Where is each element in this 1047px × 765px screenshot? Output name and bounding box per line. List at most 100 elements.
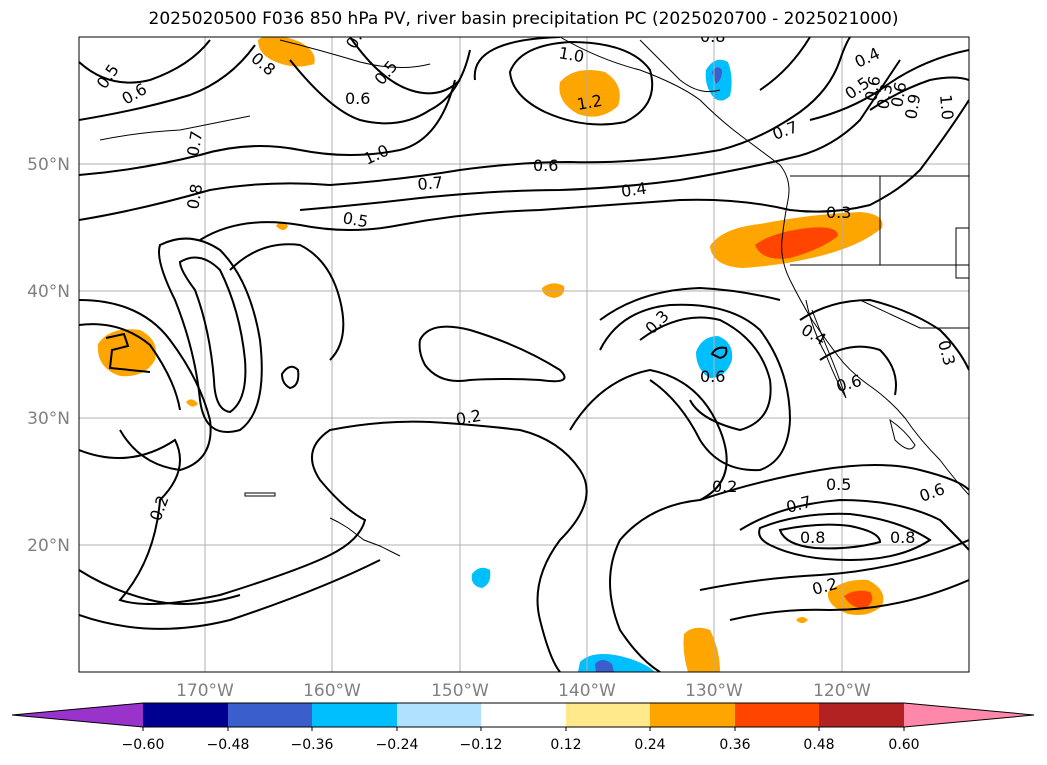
pv-contour xyxy=(79,44,256,121)
pv-contour xyxy=(229,243,345,361)
colorbar: −0.60 −0.48 −0.36 −0.24 −0.12 0.12 0.24 … xyxy=(11,702,1035,753)
pv-contour xyxy=(699,539,969,591)
colorbar-tick-label: −0.36 xyxy=(291,737,334,753)
precip-area-positive xyxy=(755,227,838,259)
pv-contour xyxy=(79,79,456,176)
lon-label: 160°W xyxy=(303,681,361,701)
colorbar-ticks xyxy=(142,727,905,731)
lat-label: 30°N xyxy=(27,409,70,429)
colorbar-tick-label: 0.12 xyxy=(550,737,581,753)
pv-contour xyxy=(569,368,728,672)
pv-contour xyxy=(809,49,969,121)
contour-label: 0.7 xyxy=(417,173,444,194)
pv-contour xyxy=(759,37,811,91)
colorbar-tick-label: −0.60 xyxy=(122,737,165,753)
pv-contour xyxy=(599,286,781,321)
precip-area-positive xyxy=(796,617,808,623)
contour-label: 0.5 xyxy=(826,475,851,494)
pv-contour xyxy=(79,559,381,630)
pv-contour xyxy=(699,464,969,501)
pv-contour xyxy=(299,59,901,211)
colorbar-segment xyxy=(228,703,312,727)
pv-contour xyxy=(199,99,969,241)
colorbar-tick-label: 0.36 xyxy=(719,737,750,753)
precip-area-positive xyxy=(186,399,198,407)
pv-contour xyxy=(639,316,772,432)
contour-label: 0.4 xyxy=(620,179,648,201)
coastlines xyxy=(99,37,969,557)
contour-label: 0.6 xyxy=(533,156,558,175)
colorbar-segment xyxy=(481,703,566,727)
pv-contour xyxy=(418,325,566,383)
pv-contour xyxy=(79,299,212,472)
contour-label: 0.6 xyxy=(861,74,884,102)
lon-label: 140°W xyxy=(558,681,616,701)
colorbar-tick-label: 0.24 xyxy=(634,737,665,753)
pv-contour xyxy=(799,298,969,371)
colorbar-tick-label: 0.60 xyxy=(888,737,919,753)
pv-contour xyxy=(758,512,932,562)
precip-area-positive xyxy=(683,627,720,672)
map-frame xyxy=(78,36,970,673)
colorbar-segment xyxy=(566,703,650,727)
colorbar-segment xyxy=(735,703,819,727)
lon-label: 150°W xyxy=(431,681,489,701)
pv-contour xyxy=(508,40,654,126)
colorbar-tick-label: −0.48 xyxy=(207,737,250,753)
pv-contour xyxy=(289,49,471,125)
pv-contour xyxy=(869,76,969,111)
colorbar-tick-label: −0.12 xyxy=(460,737,503,753)
contour-label: 1.2 xyxy=(575,91,603,114)
pv-contour xyxy=(739,498,969,551)
lat-label: 50°N xyxy=(27,155,70,175)
pv-contour xyxy=(280,365,300,390)
contour-label: 0.8 xyxy=(890,528,915,547)
pv-contour xyxy=(105,332,151,373)
contour-label: 0.6 xyxy=(345,89,370,108)
pv-contour xyxy=(778,523,882,550)
lat-label: 20°N xyxy=(27,536,70,556)
graticule xyxy=(79,37,969,672)
pv-contour xyxy=(79,39,211,84)
colorbar-extend-high xyxy=(904,703,1034,727)
lon-label: 130°W xyxy=(685,681,743,701)
precip-area-negative xyxy=(595,660,614,672)
pv-contour xyxy=(473,37,561,81)
colorbar-extend-low xyxy=(12,703,143,727)
pv-contour xyxy=(79,37,851,221)
pv-contour xyxy=(79,569,241,605)
pv-contour xyxy=(599,303,792,472)
contour-label: 0.9 xyxy=(901,92,924,120)
precip-area-positive xyxy=(97,329,156,377)
latitude-labels: 50°N 40°N 30°N 20°N xyxy=(27,155,70,556)
colorbar-tick-label: 0.48 xyxy=(803,737,834,753)
contour-label: 0.3 xyxy=(873,82,896,110)
contour-label: 0.2 xyxy=(712,477,737,496)
contour-label: 1.0 xyxy=(557,43,585,66)
precip-area-positive xyxy=(258,37,315,67)
pv-contours xyxy=(79,37,969,672)
contour-label: 0.3 xyxy=(826,203,851,222)
colorbar-tick-label: −0.24 xyxy=(376,737,419,753)
contour-label: 1.0 xyxy=(936,94,957,121)
contour-label: 0.8 xyxy=(183,182,206,210)
precip-area-negative xyxy=(471,567,491,588)
lon-label: 170°W xyxy=(176,681,234,701)
colorbar-segment xyxy=(397,703,481,727)
contour-label: 0.8 xyxy=(800,528,825,547)
pv-contour xyxy=(349,37,461,95)
pv-contour xyxy=(710,346,728,360)
lat-label: 40°N xyxy=(27,282,70,302)
colorbar-segment xyxy=(650,703,735,727)
colorbar-segment xyxy=(143,703,228,727)
colorbar-segment xyxy=(819,703,904,727)
lon-label: 120°W xyxy=(813,681,871,701)
longitude-labels: 170°W 160°W 150°W 140°W 130°W 120°W xyxy=(176,681,871,701)
pv-contour xyxy=(729,579,969,621)
pv-contour xyxy=(79,420,588,672)
map-title: 2025020500 F036 850 hPa PV, river basin … xyxy=(148,9,899,29)
pv-contour xyxy=(178,256,247,414)
colorbar-segment xyxy=(312,703,397,727)
contour-label: 0.6 xyxy=(700,367,725,386)
